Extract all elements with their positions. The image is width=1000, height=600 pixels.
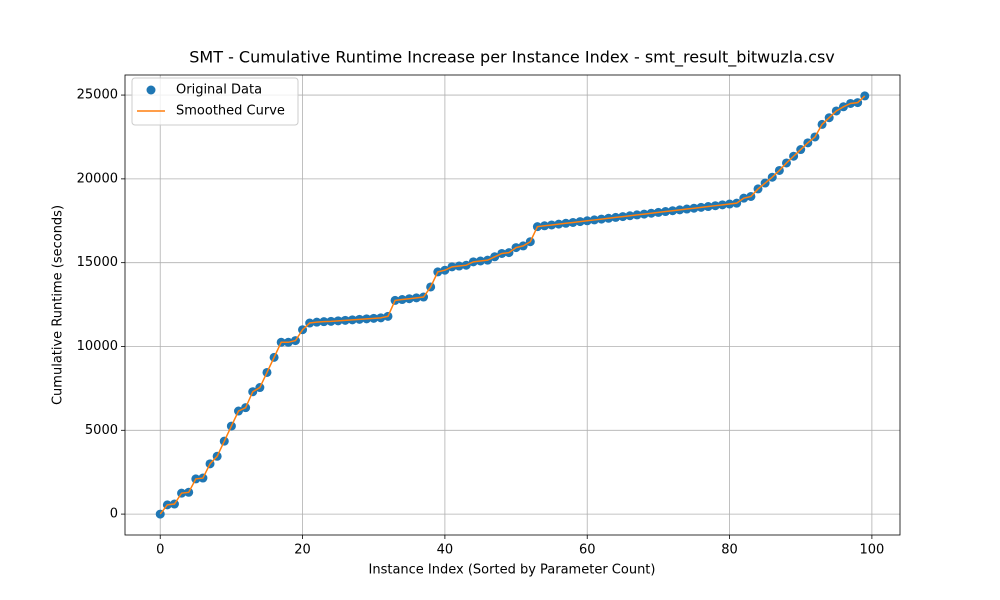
y-tick-label: 10000: [77, 339, 118, 354]
y-tick-label: 20000: [77, 171, 118, 186]
plot-frame: [124, 74, 901, 536]
x-tick-label: 80: [721, 543, 738, 558]
x-tick-label: 20: [294, 543, 311, 558]
chart-title: SMT - Cumulative Runtime Increase per In…: [189, 48, 835, 68]
y-tick-label: 0: [110, 507, 118, 522]
legend-box: [131, 77, 299, 126]
legend-label: Original Data: [176, 83, 262, 98]
y-tick-label: 15000: [77, 255, 118, 270]
legend-label: Smoothed Curve: [176, 104, 285, 119]
x-tick-label: 100: [859, 543, 884, 558]
x-tick-label: 0: [156, 543, 164, 558]
smoothed-line: [159, 95, 866, 515]
y-axis-label: Cumulative Runtime (seconds): [51, 205, 66, 405]
x-tick-label: 40: [437, 543, 454, 558]
legend-marker: [146, 85, 156, 95]
y-tick-label: 5000: [85, 423, 118, 438]
y-tick-label: 25000: [77, 88, 118, 103]
x-axis-label: Instance Index (Sorted by Parameter Coun…: [369, 563, 656, 578]
x-tick-label: 60: [579, 543, 596, 558]
